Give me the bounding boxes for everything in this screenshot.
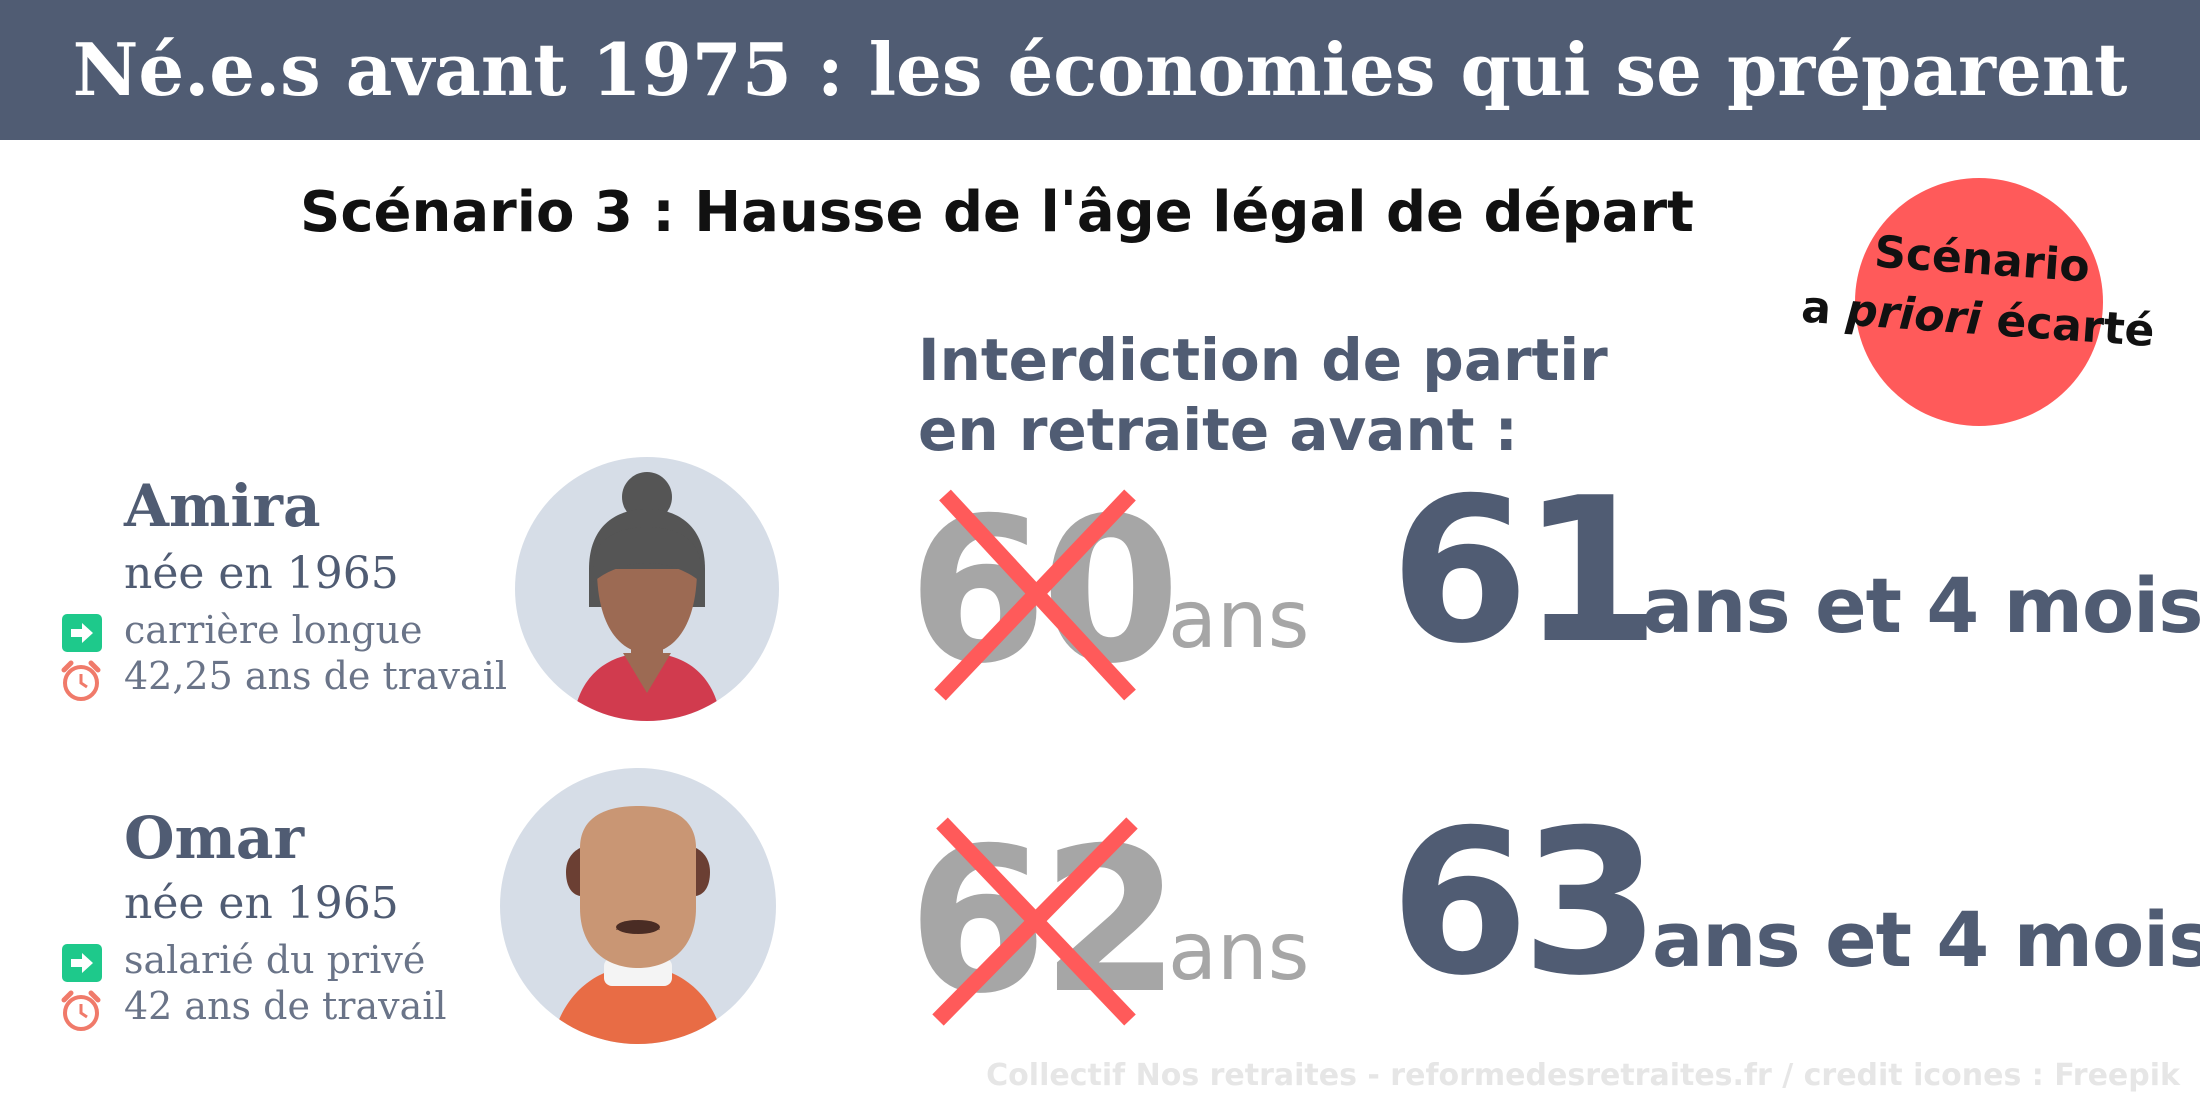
- stamp-label: Scénario a priori écarté: [1786, 217, 2173, 363]
- person-birth: née en 1965: [124, 878, 399, 929]
- new-age-unit: ans et 4 mois: [1652, 895, 2200, 984]
- scenario-title: Scénario 3 : Hausse de l'âge légal de dé…: [300, 180, 1694, 245]
- new-age-unit: ans et 4 mois: [1642, 561, 2200, 650]
- cross-out-icon: [934, 489, 1136, 701]
- stamp-line-2c: écarté: [1979, 294, 2157, 358]
- old-age-unit: ans: [1168, 905, 1310, 998]
- interdiction-line-2: en retraite avant :: [918, 396, 1518, 464]
- person-name: Omar: [124, 804, 305, 872]
- person-birth: née en 1965: [124, 548, 399, 599]
- page-title: Né.e.s avant 1975 : les économies qui se…: [72, 27, 2128, 112]
- credit-footer: Collectif Nos retraites - reformedesretr…: [986, 1058, 2180, 1093]
- cross-out-icon: [932, 817, 1138, 1026]
- alarm-clock-icon: [58, 988, 104, 1034]
- header-bar: [0, 0, 2200, 140]
- person-work-years: 42 ans de travail: [124, 984, 447, 1028]
- person-status: carrière longue: [124, 608, 423, 652]
- new-age-number: 63: [1390, 787, 1660, 1020]
- stamp-line-2b: priori: [1844, 284, 1984, 346]
- alarm-clock-icon: [58, 658, 104, 704]
- old-age-unit: ans: [1168, 573, 1310, 666]
- arrow-right-icon: [62, 944, 102, 982]
- woman-avatar-icon: [515, 457, 779, 725]
- person-status: salarié du privé: [124, 938, 426, 982]
- man-avatar-icon: [500, 768, 776, 1048]
- stamp-line-2a: a: [1799, 281, 1849, 336]
- arrow-right-icon: [62, 614, 102, 652]
- person-work-years: 42,25 ans de travail: [124, 654, 507, 698]
- interdiction-heading: Interdiction de partir en retraite avant…: [918, 325, 1618, 465]
- scenario-stamp: [1855, 178, 2103, 426]
- interdiction-line-1: Interdiction de partir: [918, 326, 1608, 394]
- new-age-number: 61: [1390, 455, 1660, 688]
- person-name: Amira: [124, 472, 321, 540]
